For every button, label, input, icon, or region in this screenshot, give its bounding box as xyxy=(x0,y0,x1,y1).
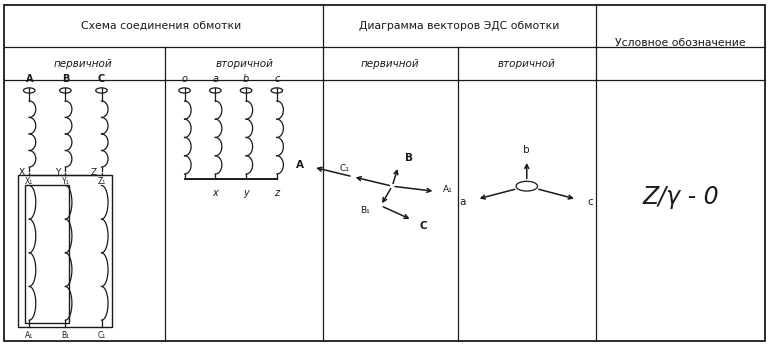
Text: B₁: B₁ xyxy=(360,206,370,215)
Text: Y₁: Y₁ xyxy=(62,177,69,186)
Text: o: o xyxy=(181,73,188,84)
Text: B₁: B₁ xyxy=(62,331,69,340)
Text: Диаграмма векторов ЭДС обмотки: Диаграмма векторов ЭДС обмотки xyxy=(359,21,560,31)
Text: Z₁: Z₁ xyxy=(98,177,105,186)
Text: A₁: A₁ xyxy=(443,185,453,194)
Text: первичной: первичной xyxy=(53,58,112,69)
Text: x: x xyxy=(212,188,218,198)
Text: y: y xyxy=(243,188,249,198)
Text: C₁: C₁ xyxy=(98,331,105,340)
Text: Z: Z xyxy=(91,168,97,177)
Text: Y: Y xyxy=(55,168,61,177)
Text: Схема соединения обмотки: Схема соединения обмотки xyxy=(82,21,241,31)
Text: A: A xyxy=(25,73,33,84)
Text: c: c xyxy=(275,73,279,84)
Text: B: B xyxy=(62,73,69,84)
Text: A: A xyxy=(296,160,305,171)
Text: a: a xyxy=(212,73,218,84)
Text: C₁: C₁ xyxy=(339,164,349,173)
Bar xyxy=(18,175,112,327)
Text: вторичной: вторичной xyxy=(215,58,273,69)
Text: b: b xyxy=(524,144,530,155)
Text: Z/γ - 0: Z/γ - 0 xyxy=(642,185,719,208)
Bar xyxy=(25,185,69,323)
Text: первичной: первичной xyxy=(361,58,420,69)
Text: z: z xyxy=(275,188,279,198)
Text: C: C xyxy=(420,221,428,231)
Text: b: b xyxy=(243,73,249,84)
Text: Условное обозначение: Условное обозначение xyxy=(615,38,746,48)
Text: C: C xyxy=(98,73,105,84)
Text: вторичной: вторичной xyxy=(498,58,556,69)
Text: A₁: A₁ xyxy=(25,331,33,340)
Text: X: X xyxy=(18,168,25,177)
Text: X₁: X₁ xyxy=(25,177,33,186)
Text: B: B xyxy=(404,153,412,164)
Text: a: a xyxy=(460,197,466,207)
Text: c: c xyxy=(588,197,593,207)
